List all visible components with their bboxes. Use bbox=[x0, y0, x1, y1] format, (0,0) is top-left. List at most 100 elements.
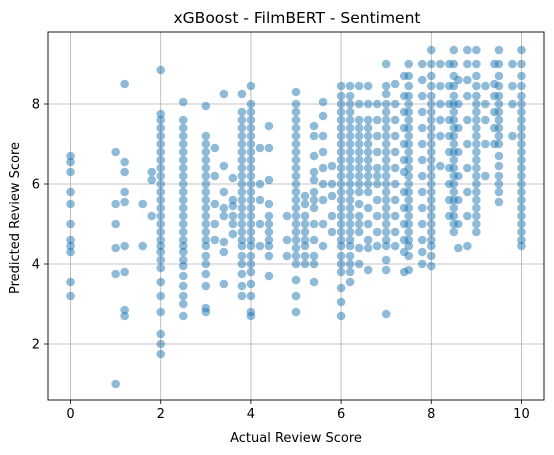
data-point bbox=[463, 211, 472, 221]
data-point bbox=[363, 139, 373, 149]
data-point bbox=[201, 139, 211, 149]
data-point bbox=[517, 115, 526, 125]
data-point bbox=[291, 275, 301, 285]
data-point bbox=[472, 115, 481, 125]
data-point bbox=[309, 251, 319, 261]
data-point bbox=[381, 195, 391, 205]
data-point bbox=[66, 187, 75, 197]
data-point bbox=[201, 241, 211, 251]
data-point bbox=[472, 59, 481, 69]
data-point bbox=[354, 147, 364, 157]
data-point bbox=[66, 167, 75, 177]
data-points bbox=[66, 45, 526, 389]
data-point bbox=[336, 235, 346, 245]
data-point bbox=[404, 235, 414, 245]
data-point bbox=[435, 131, 445, 141]
data-point bbox=[66, 241, 75, 251]
data-point bbox=[246, 155, 256, 165]
data-point bbox=[246, 115, 256, 125]
data-point bbox=[156, 277, 166, 287]
data-point bbox=[120, 305, 129, 315]
data-point bbox=[463, 45, 472, 55]
data-point bbox=[363, 203, 373, 213]
data-point bbox=[291, 219, 301, 229]
data-point bbox=[336, 283, 346, 293]
data-point bbox=[219, 89, 229, 99]
data-point bbox=[300, 227, 310, 237]
data-point bbox=[228, 195, 238, 205]
data-point bbox=[345, 251, 355, 261]
data-point bbox=[237, 179, 247, 189]
data-point bbox=[472, 45, 481, 55]
data-point bbox=[201, 187, 211, 197]
data-point bbox=[178, 261, 188, 271]
data-point bbox=[291, 211, 301, 221]
data-point bbox=[336, 195, 346, 205]
data-point bbox=[381, 227, 391, 237]
data-point bbox=[435, 99, 445, 109]
data-point bbox=[449, 107, 459, 117]
data-point bbox=[237, 115, 247, 125]
data-point bbox=[228, 201, 238, 211]
data-point bbox=[264, 121, 274, 131]
data-point bbox=[494, 123, 504, 133]
data-point bbox=[336, 147, 346, 157]
data-point bbox=[345, 91, 355, 101]
data-point bbox=[404, 123, 414, 133]
data-point bbox=[449, 91, 459, 101]
data-point bbox=[390, 211, 400, 221]
data-point bbox=[381, 147, 391, 157]
data-point bbox=[354, 259, 364, 269]
data-point bbox=[228, 211, 238, 221]
data-point bbox=[426, 59, 436, 69]
data-point bbox=[381, 171, 391, 181]
data-point bbox=[404, 81, 414, 91]
data-point bbox=[417, 139, 427, 149]
data-point bbox=[111, 219, 120, 229]
data-point bbox=[494, 151, 504, 161]
data-point bbox=[237, 131, 247, 141]
data-point bbox=[363, 163, 373, 173]
data-point bbox=[156, 255, 166, 265]
data-point bbox=[237, 281, 247, 291]
data-point bbox=[417, 107, 427, 117]
data-point bbox=[178, 179, 188, 189]
data-point bbox=[354, 227, 364, 237]
data-point bbox=[472, 187, 481, 197]
data-point bbox=[449, 187, 459, 197]
data-point bbox=[156, 155, 166, 165]
data-point bbox=[381, 309, 391, 319]
data-point bbox=[336, 219, 346, 229]
data-point bbox=[363, 131, 373, 141]
data-point bbox=[336, 267, 346, 277]
data-point bbox=[120, 79, 129, 89]
data-point bbox=[178, 227, 188, 237]
data-point bbox=[111, 199, 120, 209]
data-point bbox=[291, 187, 301, 197]
data-point bbox=[494, 179, 504, 189]
data-point bbox=[454, 75, 463, 85]
data-point bbox=[246, 291, 256, 301]
data-point bbox=[178, 247, 188, 257]
data-point bbox=[449, 115, 459, 125]
data-point bbox=[508, 59, 517, 69]
data-point bbox=[156, 219, 166, 229]
data-point bbox=[246, 227, 256, 237]
data-point bbox=[404, 265, 414, 275]
data-point bbox=[201, 219, 211, 229]
data-point bbox=[66, 151, 75, 161]
data-point bbox=[237, 219, 247, 229]
data-point bbox=[472, 203, 481, 213]
data-point bbox=[178, 299, 188, 309]
data-point bbox=[111, 379, 120, 389]
data-point bbox=[291, 131, 301, 141]
data-point bbox=[237, 89, 247, 99]
data-point bbox=[381, 255, 391, 265]
data-point bbox=[354, 163, 364, 173]
data-point bbox=[210, 235, 220, 245]
data-point bbox=[327, 161, 337, 171]
data-point bbox=[336, 227, 346, 237]
data-point bbox=[246, 235, 256, 245]
data-point bbox=[404, 107, 414, 117]
data-point bbox=[66, 199, 75, 209]
